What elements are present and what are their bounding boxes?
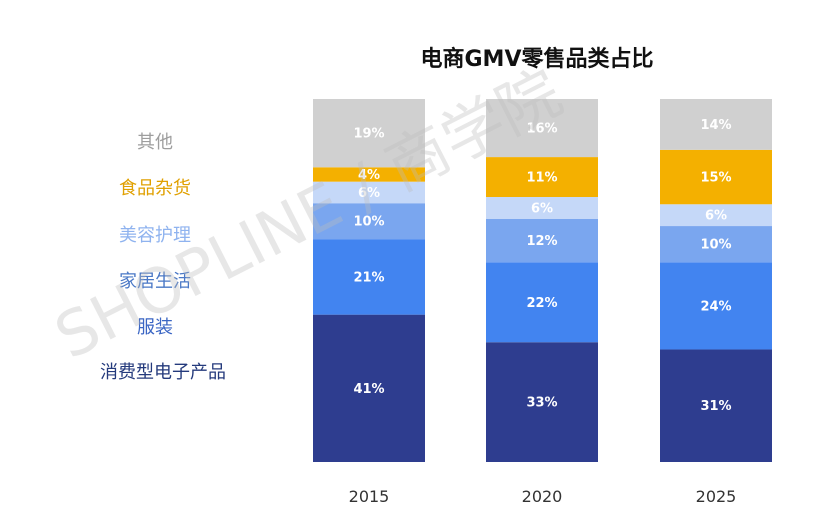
data-label: 10% <box>700 238 731 253</box>
bar-segment <box>486 99 598 158</box>
legend-item: 家居生活 <box>119 271 191 292</box>
bar-segment <box>313 203 425 240</box>
data-label: 14% <box>700 118 731 133</box>
data-label: 4% <box>358 168 380 183</box>
legend-item: 食品杂货 <box>119 178 191 199</box>
bar-segment <box>660 99 772 150</box>
bar-segment <box>313 99 425 168</box>
bar-segment <box>660 262 772 350</box>
data-label: 15% <box>700 171 731 186</box>
bar-segment <box>313 314 425 462</box>
bar-segment <box>486 157 598 198</box>
bar-segment <box>660 349 772 462</box>
data-label: 11% <box>526 171 557 186</box>
data-label: 19% <box>353 127 384 142</box>
data-label: 6% <box>531 201 553 216</box>
data-label: 16% <box>526 122 557 137</box>
legend-item: 服装 <box>137 317 173 338</box>
legend-item: 美容护理 <box>119 225 191 246</box>
data-label: 31% <box>700 399 731 414</box>
data-label: 21% <box>353 270 384 285</box>
category-label: 2015 <box>349 487 390 506</box>
category-label: 2020 <box>522 487 563 506</box>
data-label: 24% <box>700 299 731 314</box>
data-label: 6% <box>358 186 380 201</box>
bar-segment <box>486 218 598 263</box>
bar-segment <box>660 149 772 205</box>
data-label: 6% <box>705 209 727 224</box>
bar-segment <box>313 239 425 315</box>
data-label: 41% <box>353 382 384 397</box>
data-label: 33% <box>526 396 557 411</box>
chart-bars: 41% 21% 10% 6% 4% 19% 33% 22% 12% 6% 11% 16% 31% 24% 1… <box>313 99 772 462</box>
bar-segment <box>313 167 425 182</box>
legend-item: 其他 <box>137 132 173 153</box>
data-label: 22% <box>526 296 557 311</box>
bar-segment <box>660 226 772 263</box>
bar-segment <box>486 262 598 343</box>
data-label: 10% <box>353 215 384 230</box>
x-axis-labels: 2015 2020 2025 <box>349 487 737 506</box>
data-label: 12% <box>526 234 557 249</box>
chart-title: 电商GMV零售品类占比 <box>421 46 654 72</box>
legend-item: 消费型电子产品 <box>100 362 226 383</box>
bar-segment <box>660 204 772 227</box>
category-label: 2025 <box>696 487 737 506</box>
bar-segment <box>486 197 598 219</box>
bar-segment <box>313 181 425 204</box>
bar-segment <box>486 342 598 462</box>
